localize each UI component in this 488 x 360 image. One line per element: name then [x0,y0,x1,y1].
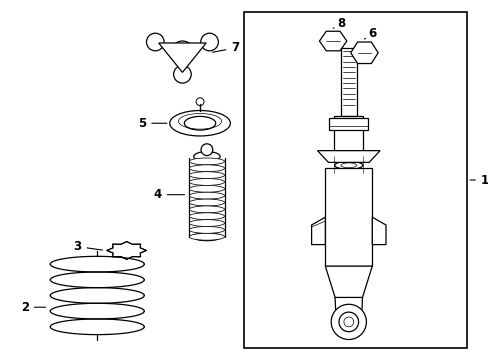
Ellipse shape [189,206,224,213]
Circle shape [201,144,212,156]
Ellipse shape [189,165,224,172]
Circle shape [338,312,358,332]
Text: 3: 3 [73,240,102,253]
Ellipse shape [189,226,224,233]
Text: 4: 4 [153,188,184,201]
Polygon shape [107,242,146,259]
Text: 2: 2 [20,301,45,314]
Polygon shape [328,118,367,130]
Ellipse shape [189,158,224,165]
Text: 8: 8 [332,17,345,30]
Polygon shape [159,43,206,72]
Ellipse shape [189,179,224,185]
Text: 5: 5 [138,117,166,130]
Ellipse shape [189,192,224,199]
Ellipse shape [340,163,356,168]
Ellipse shape [189,172,224,179]
Polygon shape [350,42,377,64]
Ellipse shape [116,246,137,255]
Ellipse shape [169,111,230,136]
Polygon shape [311,217,325,244]
Ellipse shape [189,185,224,192]
Circle shape [170,41,194,64]
Circle shape [201,33,218,51]
Polygon shape [325,266,371,297]
Polygon shape [333,116,363,156]
Polygon shape [317,150,379,162]
Polygon shape [371,217,385,244]
Circle shape [311,230,321,240]
Ellipse shape [189,220,224,226]
Circle shape [330,304,366,339]
Polygon shape [340,48,356,116]
Ellipse shape [189,233,224,240]
Ellipse shape [193,152,220,161]
Text: 1: 1 [469,174,488,186]
Circle shape [173,66,191,83]
Text: 7: 7 [212,41,239,54]
Ellipse shape [184,116,215,130]
Ellipse shape [192,233,221,241]
Ellipse shape [189,199,224,206]
Ellipse shape [334,161,362,169]
Circle shape [146,33,164,51]
Polygon shape [319,31,346,51]
Ellipse shape [189,213,224,220]
Text: 6: 6 [364,27,376,40]
Polygon shape [325,168,371,266]
